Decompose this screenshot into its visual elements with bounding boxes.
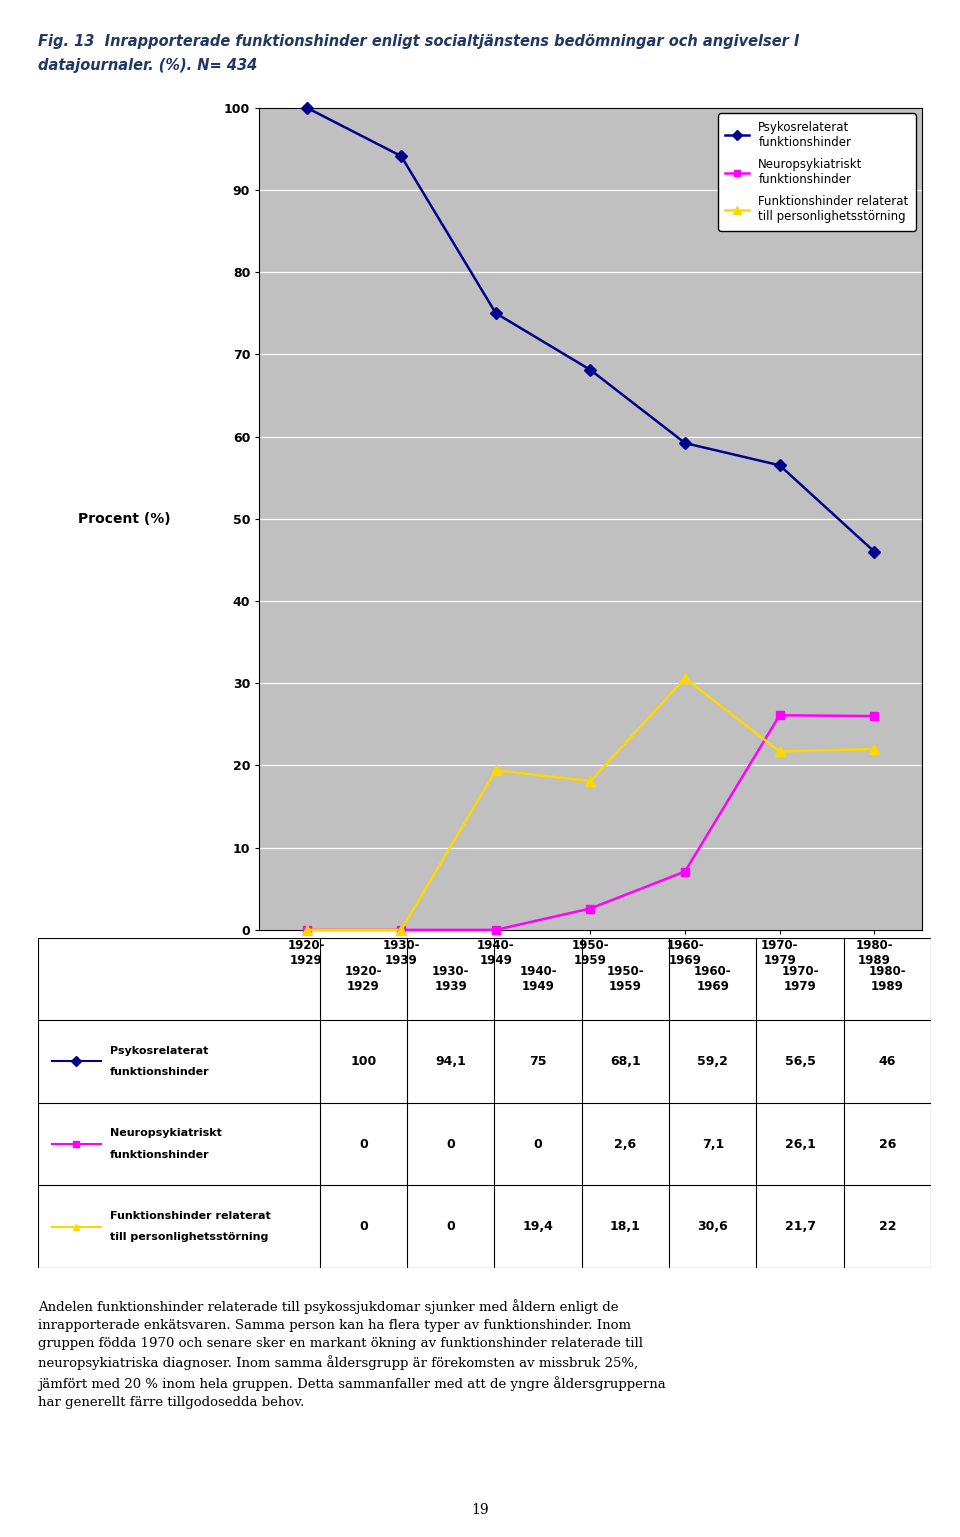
Text: 1960-
1969: 1960- 1969 [694, 965, 732, 993]
Text: Andelen funktionshinder relaterade till psykossjukdomar sjunker med åldern enlig: Andelen funktionshinder relaterade till … [38, 1299, 666, 1409]
Text: 1950-
1959: 1950- 1959 [607, 965, 644, 993]
Text: 46: 46 [878, 1054, 897, 1068]
Text: Procent (%): Procent (%) [79, 512, 171, 526]
Text: 2,6: 2,6 [614, 1137, 636, 1151]
Text: datajournaler. (%). N= 434: datajournaler. (%). N= 434 [38, 58, 257, 74]
Text: Fig. 13  Inrapporterade funktionshinder enligt socialtjänstens bedömningar och a: Fig. 13 Inrapporterade funktionshinder e… [38, 34, 800, 49]
Text: 1930-
1939: 1930- 1939 [432, 965, 469, 993]
Text: 75: 75 [529, 1054, 547, 1068]
Text: 0: 0 [359, 1220, 368, 1233]
Text: 7,1: 7,1 [702, 1137, 724, 1151]
Text: 68,1: 68,1 [610, 1054, 640, 1068]
Text: 0: 0 [446, 1137, 455, 1151]
Text: 21,7: 21,7 [784, 1220, 816, 1233]
Text: Funktionshinder relaterat: Funktionshinder relaterat [109, 1211, 271, 1220]
Text: 94,1: 94,1 [435, 1054, 467, 1068]
Text: 56,5: 56,5 [784, 1054, 816, 1068]
Text: 0: 0 [359, 1137, 368, 1151]
Text: 1940-
1949: 1940- 1949 [519, 965, 557, 993]
Text: Psykosrelaterat: Psykosrelaterat [109, 1045, 208, 1056]
Text: 26,1: 26,1 [784, 1137, 816, 1151]
Legend: Psykosrelaterat
funktionshinder, Neuropsykiatriskt
funktionshinder, Funktionshin: Psykosrelaterat funktionshinder, Neurops… [718, 114, 916, 231]
Text: 19,4: 19,4 [522, 1220, 554, 1233]
Text: till personlighetsstörning: till personlighetsstörning [109, 1233, 268, 1242]
Text: 26: 26 [878, 1137, 897, 1151]
Text: 18,1: 18,1 [610, 1220, 641, 1233]
Text: 22: 22 [878, 1220, 897, 1233]
Text: 1980-
1989: 1980- 1989 [869, 965, 906, 993]
Text: 1970-
1979: 1970- 1979 [781, 965, 819, 993]
Text: 0: 0 [534, 1137, 542, 1151]
Text: 100: 100 [350, 1054, 376, 1068]
Text: 1920-
1929: 1920- 1929 [345, 965, 382, 993]
Text: Neuropsykiatriskt: Neuropsykiatriskt [109, 1128, 222, 1139]
Text: funktionshinder: funktionshinder [109, 1150, 209, 1160]
Text: funktionshinder: funktionshinder [109, 1067, 209, 1077]
Text: 30,6: 30,6 [697, 1220, 728, 1233]
Text: 0: 0 [446, 1220, 455, 1233]
Text: 19: 19 [471, 1503, 489, 1517]
Text: 59,2: 59,2 [697, 1054, 729, 1068]
